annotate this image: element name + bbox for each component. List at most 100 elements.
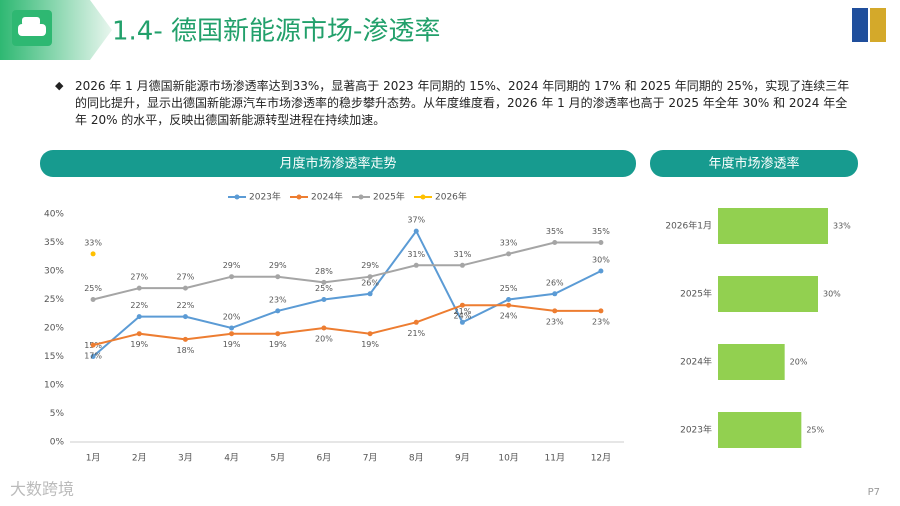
car-icon xyxy=(18,24,46,36)
series-line xyxy=(92,304,601,347)
logo xyxy=(852,8,868,42)
x-tick-label: 2月 xyxy=(132,453,147,464)
car-icon xyxy=(22,17,40,26)
point xyxy=(506,251,512,257)
point xyxy=(182,314,188,320)
y-tick-label: 0% xyxy=(50,438,65,448)
x-tick-label: 11月 xyxy=(545,453,565,464)
y-tick-label: 30% xyxy=(44,267,64,277)
point xyxy=(413,319,419,325)
point xyxy=(413,228,419,234)
data-label: 23% xyxy=(269,295,287,304)
data-label: 27% xyxy=(130,273,148,282)
panel-header xyxy=(650,150,858,177)
data-label: 23% xyxy=(592,317,610,326)
data-label: 25% xyxy=(315,284,333,293)
data-label: 22% xyxy=(177,301,195,310)
summary-text: 2026 年 1 月德国新能源市场渗透率达到33%，显著高于 2023 年同期的… xyxy=(75,79,850,127)
point xyxy=(321,279,327,285)
data-label: 35% xyxy=(546,227,564,236)
bar xyxy=(718,344,785,380)
watermark: 大数跨境 xyxy=(10,480,74,499)
point xyxy=(459,262,465,268)
legend-marker xyxy=(358,194,364,200)
y-tick-label: 2023年 xyxy=(680,424,712,436)
point xyxy=(413,262,419,268)
page-number: P7 xyxy=(868,487,880,498)
point xyxy=(90,297,96,302)
data-label: 27% xyxy=(177,273,195,282)
legend-label: 2023年 xyxy=(249,191,281,203)
point xyxy=(459,319,465,325)
point xyxy=(506,302,512,308)
data-label: 20% xyxy=(790,358,808,367)
y-tick-label: 10% xyxy=(44,381,64,391)
data-label: 24% xyxy=(454,312,472,321)
data-label: 20% xyxy=(315,335,333,344)
data-label: 26% xyxy=(361,278,379,287)
point xyxy=(552,240,558,245)
x-tick-label: 5月 xyxy=(270,453,285,464)
series-line xyxy=(92,241,601,301)
legend-marker xyxy=(420,194,426,200)
legend-label: 2026年 xyxy=(435,191,467,203)
data-label: 22% xyxy=(130,301,148,310)
header-bg xyxy=(0,0,900,60)
point xyxy=(90,354,96,359)
data-label: 25% xyxy=(806,426,824,435)
point xyxy=(90,342,96,348)
x-tick-label: 12月 xyxy=(591,453,611,464)
legend-label: 2024年 xyxy=(311,191,343,203)
point xyxy=(367,291,373,297)
point xyxy=(275,274,281,280)
point xyxy=(182,285,188,291)
data-label: 26% xyxy=(546,278,564,287)
point xyxy=(367,331,373,337)
data-label: 30% xyxy=(823,290,841,299)
panel-title: 月度市场渗透率走势 xyxy=(279,156,396,172)
point xyxy=(552,291,558,297)
legend-marker xyxy=(234,194,240,200)
data-label: 28% xyxy=(315,267,333,276)
x-tick-label: 3月 xyxy=(178,453,193,464)
data-label: 18% xyxy=(177,346,195,355)
x-tick-label: 8月 xyxy=(409,453,424,464)
data-label: 20% xyxy=(223,313,241,322)
data-label: 17% xyxy=(84,352,102,361)
y-tick-label: 15% xyxy=(44,352,64,362)
data-label: 21% xyxy=(407,329,425,338)
data-label: 21% xyxy=(454,307,472,316)
y-tick-label: 40% xyxy=(44,210,64,220)
point xyxy=(459,302,465,308)
y-tick-label: 2024年 xyxy=(680,356,712,368)
x-tick-label: 7月 xyxy=(363,453,378,464)
legend-marker xyxy=(296,194,302,200)
y-tick-label: 5% xyxy=(50,409,65,419)
x-tick-label: 4月 xyxy=(224,453,239,464)
data-label: 25% xyxy=(500,284,518,293)
data-label: 19% xyxy=(269,340,287,349)
data-label: 31% xyxy=(454,250,472,259)
data-label: 29% xyxy=(361,261,379,270)
point xyxy=(275,331,281,337)
point xyxy=(506,297,512,302)
panel-title: 年度市场渗透率 xyxy=(708,156,799,172)
data-label: 25% xyxy=(84,284,102,293)
point xyxy=(321,325,327,331)
data-label: 23% xyxy=(546,317,564,326)
data-label: 31% xyxy=(407,250,425,259)
y-tick-label: 25% xyxy=(44,295,64,305)
point xyxy=(598,308,604,314)
point xyxy=(229,325,235,331)
x-tick-label: 6月 xyxy=(317,453,332,464)
data-label: 19% xyxy=(130,340,148,349)
y-tick-label: 2026年1月 xyxy=(665,220,712,232)
point xyxy=(598,240,604,245)
data-label: 29% xyxy=(223,261,241,270)
point xyxy=(598,268,604,274)
bar xyxy=(718,276,818,312)
y-tick-label: 20% xyxy=(44,324,64,334)
point xyxy=(136,285,142,291)
